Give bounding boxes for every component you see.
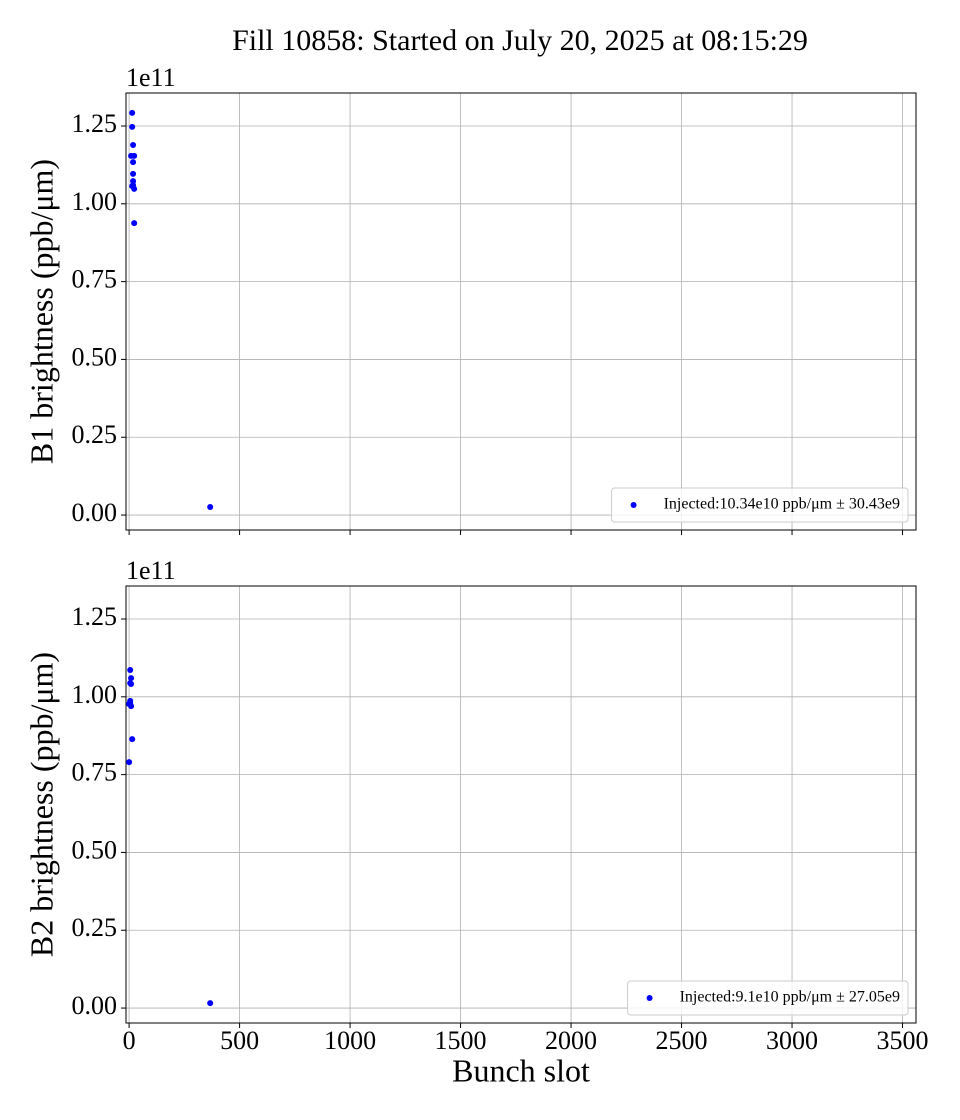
y-tick-label: 0.75 bbox=[72, 758, 118, 787]
figure-title: Fill 10858: Started on July 20, 2025 at … bbox=[232, 24, 808, 57]
data-point bbox=[131, 152, 138, 159]
x-tick-label: 1500 bbox=[435, 1026, 487, 1055]
data-point bbox=[207, 1000, 214, 1007]
y-tick-label: 0.00 bbox=[72, 498, 118, 527]
x-tick-label: 2500 bbox=[656, 1026, 708, 1055]
legend-marker bbox=[630, 502, 637, 508]
y-tick-label: 1.25 bbox=[72, 602, 118, 631]
offset-label: 1e11 bbox=[126, 63, 176, 92]
y-axis-label: B2 brightness (ppb/μm) bbox=[23, 652, 59, 957]
y-axis-label: B1 brightness (ppb/μm) bbox=[23, 159, 59, 464]
y-tick-label: 0.50 bbox=[72, 835, 118, 864]
x-tick-label: 3000 bbox=[766, 1026, 818, 1055]
legend-box bbox=[611, 487, 909, 523]
x-tick-label: 2000 bbox=[545, 1026, 597, 1055]
data-point bbox=[127, 700, 134, 707]
legend-label: Injected:10.34e10 ppb/μm ± 30.43e9 bbox=[664, 496, 900, 513]
axes-frame bbox=[125, 585, 917, 1024]
x-tick-label: 1000 bbox=[324, 1026, 376, 1055]
legend: Injected:9.1e10 ppb/μm ± 27.05e9 bbox=[627, 980, 909, 1016]
y-tick-label: 0.25 bbox=[72, 913, 118, 942]
data-point bbox=[131, 220, 138, 227]
y-tick-label: 1.25 bbox=[72, 109, 118, 138]
y-tick-label: 1.00 bbox=[72, 187, 118, 216]
data-point bbox=[130, 141, 137, 148]
legend-label: Injected:9.1e10 ppb/μm ± 27.05e9 bbox=[680, 989, 900, 1006]
data-point bbox=[127, 667, 134, 674]
data-point bbox=[126, 759, 133, 766]
y-tick-label: 0.00 bbox=[72, 991, 118, 1020]
data-point bbox=[129, 736, 136, 743]
offset-label: 1e11 bbox=[126, 556, 176, 585]
data-point bbox=[128, 675, 135, 682]
legend: Injected:10.34e10 ppb/μm ± 30.43e9 bbox=[611, 487, 909, 523]
data-point bbox=[128, 681, 135, 688]
data-point bbox=[207, 503, 214, 510]
data-point bbox=[130, 159, 137, 166]
legend-box bbox=[627, 980, 909, 1016]
x-tick-label: 3500 bbox=[877, 1026, 929, 1055]
x-tick-label: 500 bbox=[220, 1026, 259, 1055]
y-tick-label: 0.50 bbox=[72, 342, 118, 371]
legend-marker bbox=[646, 995, 653, 1001]
y-tick-label: 1.00 bbox=[72, 680, 118, 709]
x-axis-label: Bunch slot bbox=[452, 1052, 590, 1088]
x-tick-label: 0 bbox=[123, 1026, 136, 1055]
data-point bbox=[129, 183, 136, 190]
data-point bbox=[129, 109, 136, 116]
y-tick-label: 0.75 bbox=[72, 265, 118, 294]
y-tick-label: 0.25 bbox=[72, 420, 118, 449]
data-point bbox=[129, 123, 136, 130]
axes-frame bbox=[125, 92, 917, 531]
data-point bbox=[130, 170, 137, 177]
